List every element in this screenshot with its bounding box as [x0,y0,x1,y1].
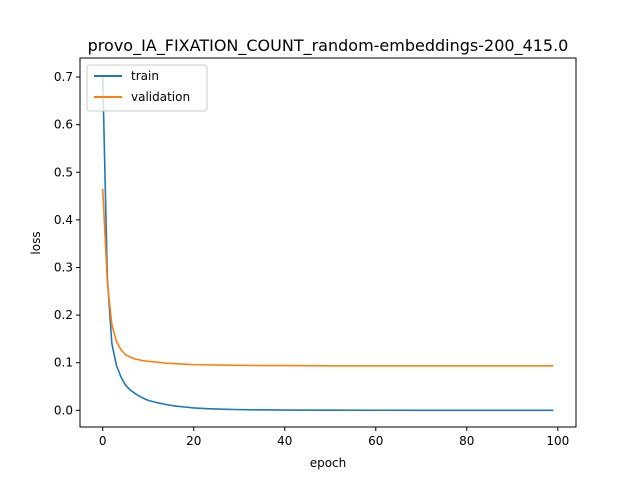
y-axis: 0.0 0.1 0.2 0.3 0.4 0.5 0.6 0.7 [54,70,80,417]
series-line-train [101,77,554,412]
y-tick-label: 0.5 [54,165,73,179]
y-tick-label: 0.4 [54,213,73,227]
x-axis: 0 20 40 60 80 100 [99,427,569,448]
x-tick-label: 100 [546,434,569,448]
legend-train-label: train [131,69,159,83]
plot-frame [79,57,577,428]
legend-validation-label: validation [131,90,190,104]
x-tick-label: 60 [368,434,383,448]
y-tick-label: 0.3 [54,260,73,274]
legend: train validation [86,64,208,112]
x-tick-label: 0 [99,434,107,448]
x-tick-label: 20 [186,434,201,448]
y-tick-label: 0.7 [54,70,73,84]
plot-area [80,58,576,427]
x-axis-label: epoch [310,456,347,470]
y-tick-label: 0.1 [54,356,73,370]
y-tick-label: 0.0 [54,403,73,417]
x-tick-label: 80 [459,434,474,448]
series-layer [101,77,554,412]
x-tick-label: 40 [277,434,292,448]
chart-title: provo_IA_FIXATION_COUNT_random-embedding… [88,36,569,56]
y-tick-label: 0.2 [54,308,73,322]
y-tick-label: 0.6 [54,118,73,132]
y-axis-label: loss [29,231,43,254]
series-line-validation [101,188,554,367]
